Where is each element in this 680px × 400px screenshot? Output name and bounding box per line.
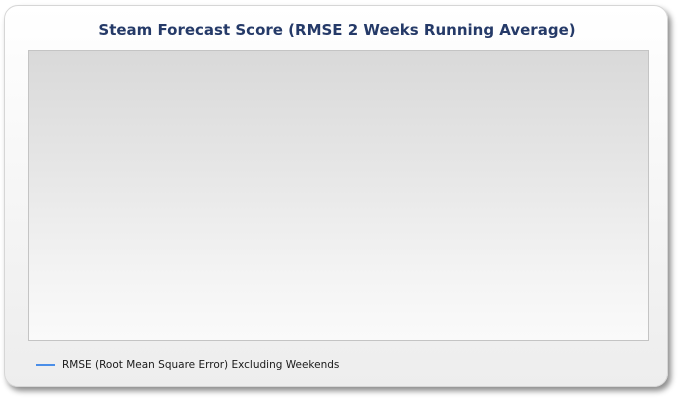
plot-svg xyxy=(29,51,648,340)
chart-container: Steam Forecast Score (RMSE 2 Weeks Runni… xyxy=(4,5,668,387)
legend[interactable]: RMSE (Root Mean Square Error) Excluding … xyxy=(36,358,339,372)
plot-area xyxy=(28,50,649,341)
legend-swatch xyxy=(36,364,55,366)
legend-label: RMSE (Root Mean Square Error) Excluding … xyxy=(62,359,340,371)
chart-title: Steam Forecast Score (RMSE 2 Weeks Runni… xyxy=(98,21,576,39)
